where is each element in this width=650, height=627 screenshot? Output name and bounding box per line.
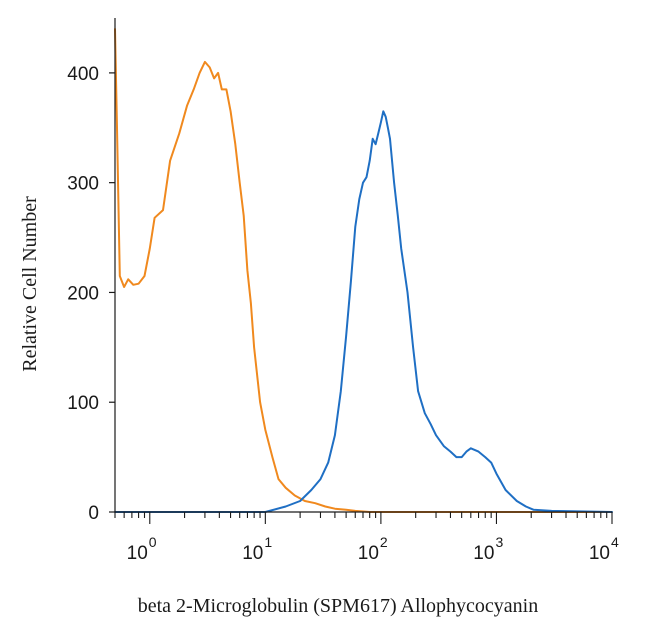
x-tick-label-base: 10: [589, 543, 610, 564]
plot-lines: [114, 28, 613, 513]
axes: [114, 18, 612, 513]
x-tick-label-base: 10: [358, 543, 379, 564]
x-axis-title: beta 2-Microglobulin (SPM617) Allophycoc…: [138, 595, 539, 617]
x-tick-label: 104: [589, 534, 619, 564]
x-tick-label: 100: [127, 534, 157, 564]
y-axis-title: Relative Cell Number: [19, 196, 41, 372]
y-tick-label: 400: [67, 64, 99, 85]
x-tick-label-exponent: 3: [495, 534, 503, 550]
y-tick-label: 100: [67, 393, 99, 414]
x-tick-label-base: 10: [473, 543, 494, 564]
x-tick-label-base: 10: [127, 543, 148, 564]
x-tick-label-base: 10: [242, 543, 263, 564]
x-tick-label-exponent: 1: [264, 534, 272, 550]
x-ticks: [114, 512, 613, 524]
x-tick-label-exponent: 4: [611, 534, 619, 550]
y-tick-label: 200: [67, 283, 99, 304]
x-tick-label: 103: [473, 534, 503, 564]
x-tick-label-exponent: 2: [380, 534, 388, 550]
y-ticks: 0 100 200 300 400: [67, 64, 115, 524]
series-line-1: [114, 28, 613, 513]
y-tick-label: 300: [67, 174, 99, 195]
x-tick-label: 101: [242, 534, 272, 564]
x-tick-label-exponent: 0: [149, 534, 157, 550]
series-line-2: [114, 110, 613, 513]
x-tick-label: 102: [358, 534, 388, 564]
y-tick-label: 0: [88, 503, 99, 524]
